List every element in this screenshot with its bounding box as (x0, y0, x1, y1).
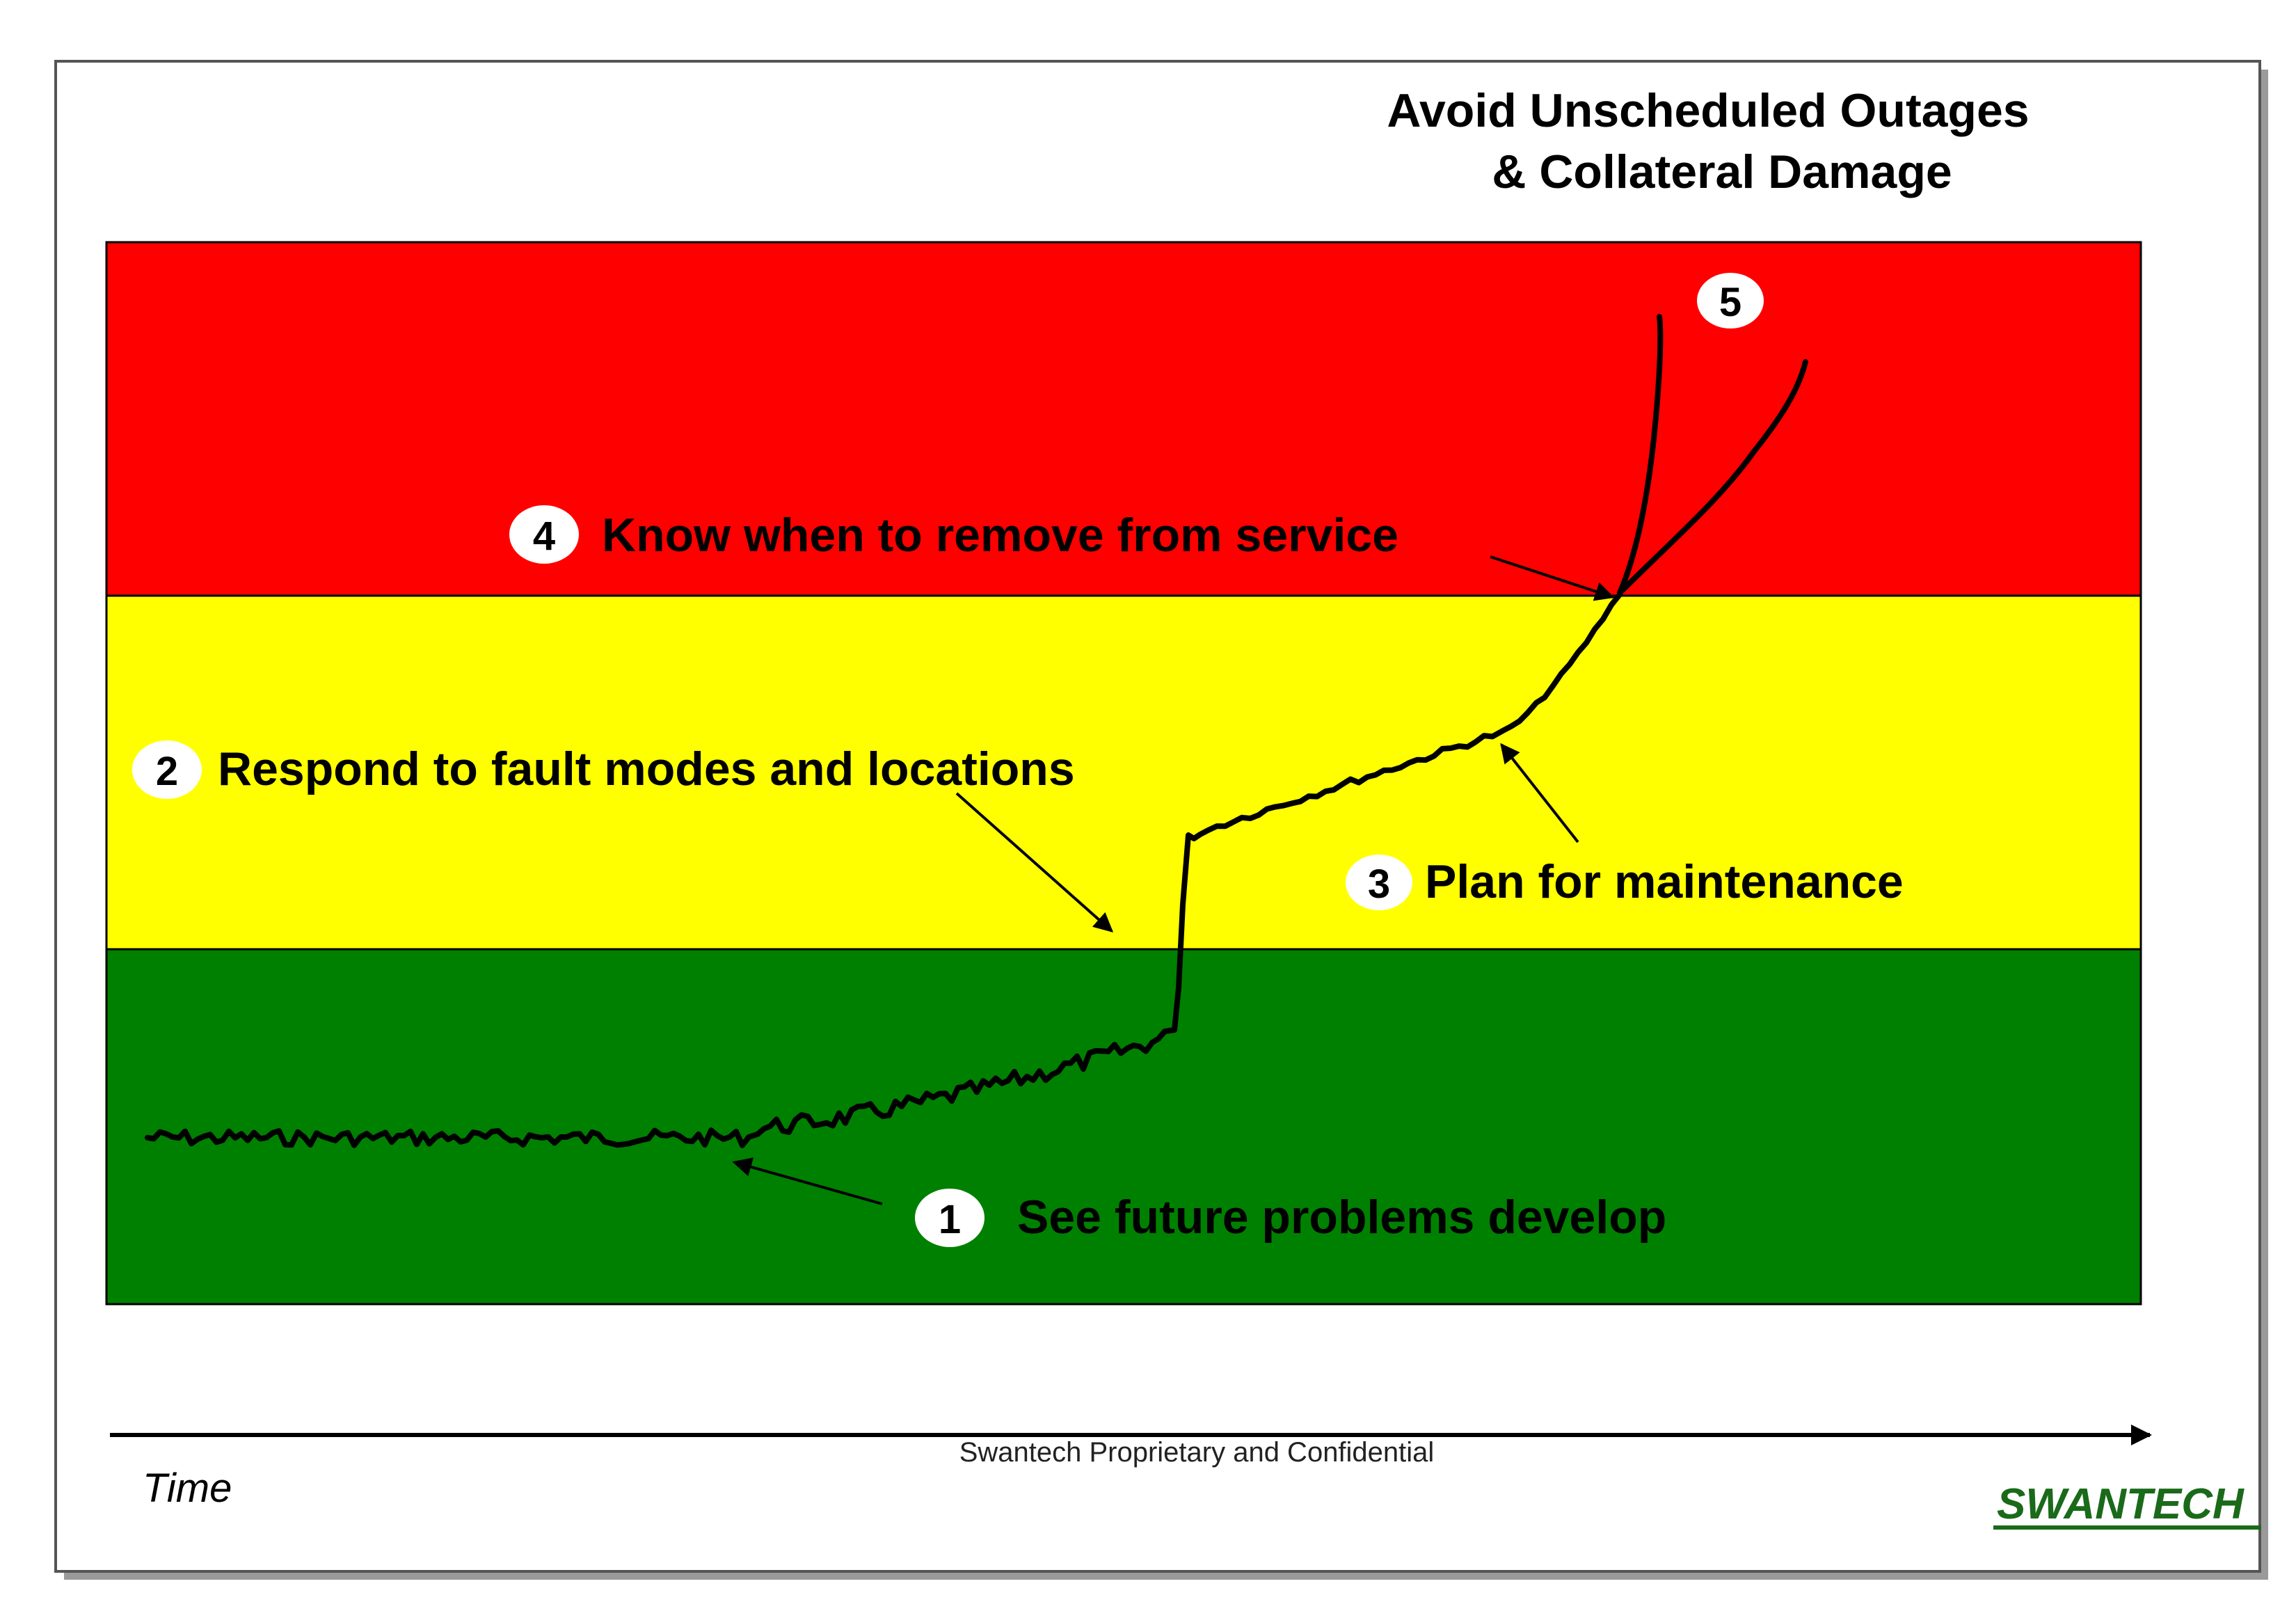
arrow-to-step-change (955, 792, 1114, 933)
callout-3-number: 3 (1368, 862, 1390, 907)
red-zone (105, 241, 2142, 597)
failure-branch-steep (1617, 314, 1664, 596)
callout-4: 4 Know when to remove from service (509, 505, 1398, 564)
callout-2-badge (132, 740, 202, 799)
callout-2-text: Respond to fault modes and locations (218, 743, 1075, 795)
callout-1-number: 1 (939, 1197, 961, 1242)
callout-4-badge (509, 505, 579, 564)
failure-branch-gradual (1617, 359, 1808, 596)
callout-5-badge (1697, 273, 1764, 328)
callout-3: 3 Plan for maintenance (1346, 855, 1904, 910)
callout-1: 1 See future problems develop (915, 1189, 1666, 1247)
zone-bands (105, 241, 2142, 1306)
arrow-to-removal-point (1490, 555, 1615, 601)
time-axis-label: Time (143, 1466, 232, 1511)
callout-5: 5 (1697, 273, 1764, 328)
green-zone (105, 948, 2142, 1306)
callout-4-number: 4 (533, 514, 555, 559)
trend-curve (145, 590, 1623, 1148)
logo-wordmark: SWANTECH (1997, 1480, 2245, 1528)
arrow-to-maintenance-slope (1500, 743, 1579, 843)
callout-3-text: Plan for maintenance (1425, 855, 1904, 908)
yellow-zone (105, 594, 2142, 951)
callout-4-text: Know when to remove from service (602, 509, 1398, 562)
title-line-1: Avoid Unscheduled Outages (1387, 84, 2029, 137)
swantech-logo: SWANTECH (1993, 1480, 2261, 1530)
footer-confidential: Swantech Proprietary and Confidential (959, 1437, 1435, 1468)
arrow-to-early-trend (732, 1157, 883, 1205)
callout-1-badge (915, 1189, 984, 1247)
title-line-2: & Collateral Damage (1492, 145, 1952, 198)
callout-3-badge (1346, 855, 1412, 910)
callout-2: 2 Respond to fault modes and locations (132, 740, 1075, 799)
callout-1-text: See future problems develop (1017, 1191, 1666, 1244)
callout-5-number: 5 (1719, 280, 1741, 325)
callout-2-number: 2 (156, 749, 178, 794)
